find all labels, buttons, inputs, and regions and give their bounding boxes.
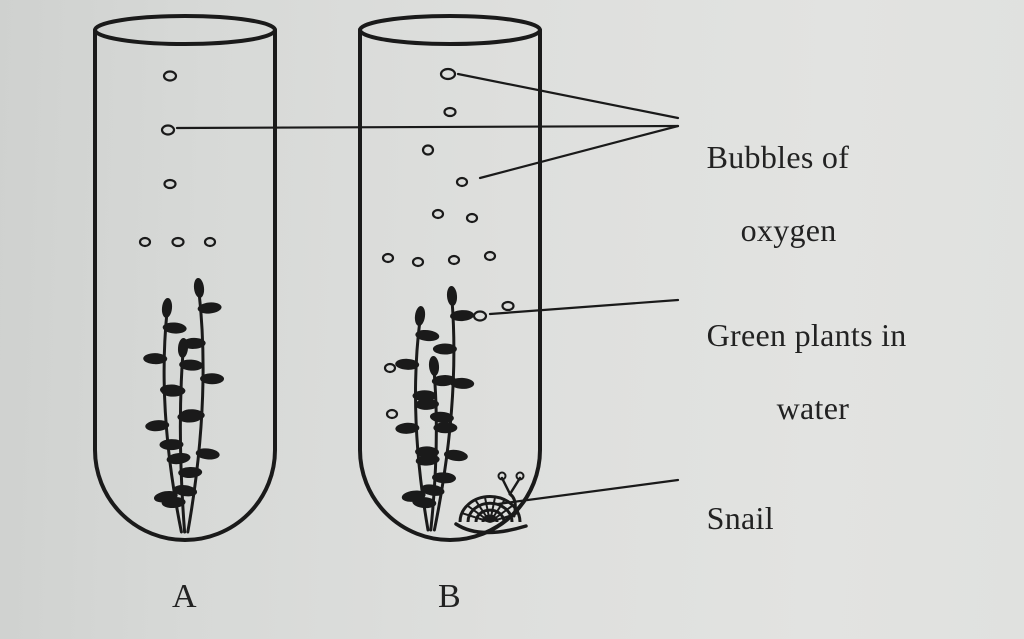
label-line2: water: [707, 390, 850, 426]
leader-plants: [490, 300, 678, 314]
leaf: [446, 286, 458, 307]
snail-tentacle: [502, 478, 510, 494]
leaf: [414, 305, 426, 326]
bubble: [433, 210, 443, 218]
bubble: [387, 410, 397, 418]
leaf: [433, 422, 457, 433]
tube-body: [95, 30, 275, 540]
bubble: [413, 258, 423, 266]
tube-body: [360, 30, 540, 540]
leader-bubbles: [458, 74, 678, 118]
label-text: B: [438, 578, 461, 615]
bubble: [383, 254, 393, 262]
bubble: [445, 108, 456, 116]
test-tube-b: [360, 16, 540, 540]
leader-bubbles: [177, 126, 678, 128]
tube-label-a: A: [172, 578, 197, 616]
leaf: [161, 298, 173, 319]
label-line2: oxygen: [707, 212, 837, 248]
bubble: [503, 302, 514, 310]
leaf: [193, 278, 205, 299]
label-bubbles-of-oxygen: Bubbles of oxygen: [690, 102, 849, 249]
label-text: A: [172, 578, 197, 615]
label-snail: Snail: [690, 463, 774, 537]
tube-rim: [95, 16, 275, 44]
bubble: [467, 214, 477, 222]
leader-snail: [498, 480, 678, 504]
bubble: [162, 126, 174, 135]
bubble: [173, 238, 184, 246]
leaf: [428, 356, 440, 377]
snail-tentacle: [510, 478, 520, 494]
bubble: [205, 238, 215, 246]
bubble: [457, 178, 467, 186]
label-line1: Green plants in: [707, 317, 907, 353]
leaf: [433, 343, 457, 354]
bubble: [140, 238, 150, 246]
bubble: [423, 146, 433, 155]
tube-label-b: B: [438, 578, 461, 616]
bubble: [485, 252, 495, 260]
bubble: [164, 72, 176, 81]
bubble: [441, 69, 455, 79]
diagram-root: { "canvas": { "width": 1024, "height": 6…: [0, 0, 1024, 639]
plant: [143, 278, 224, 532]
label-text: Snail: [707, 500, 774, 536]
label-green-plants-in-water: Green plants in water: [690, 280, 907, 427]
plant: [395, 286, 474, 530]
bubble: [449, 256, 459, 264]
bubble: [385, 364, 395, 372]
bubble: [165, 180, 176, 188]
test-tube-a: [95, 16, 275, 540]
label-line1: Bubbles of: [707, 139, 850, 175]
bubble: [474, 312, 486, 321]
tube-rim: [360, 16, 540, 44]
leader-bubbles: [480, 126, 678, 178]
